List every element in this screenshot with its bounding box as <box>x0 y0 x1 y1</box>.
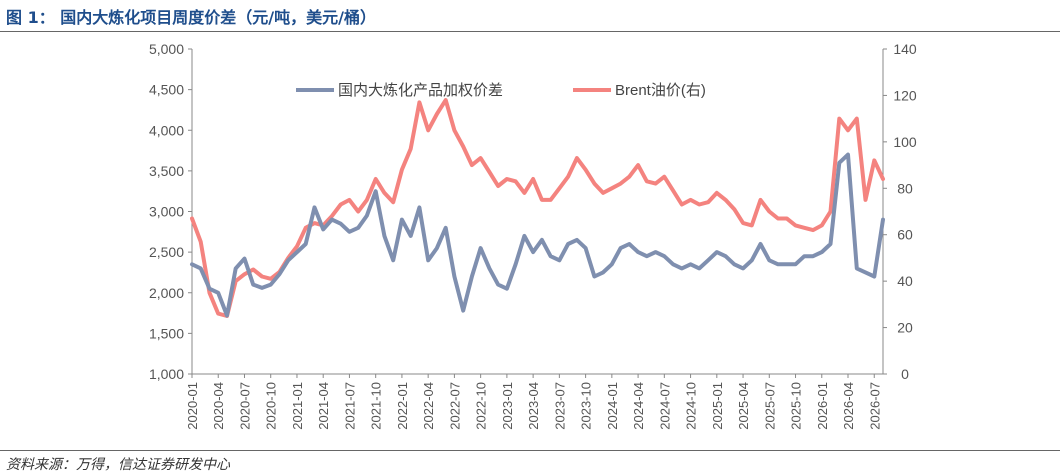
x-tick-label: 2023-07 <box>552 382 567 430</box>
x-tick-label: 2023-04 <box>526 382 541 430</box>
y-right-tick-label: 60 <box>897 227 913 243</box>
chart-axes: 1,000 1,500 2,000 2,500 3,000 3,500 4,000 4,500… <box>149 41 917 430</box>
x-tick-label: 2025-10 <box>789 382 804 430</box>
x-tick-label: 2022-01 <box>395 382 410 430</box>
x-tick-label: 2021-10 <box>369 382 384 430</box>
x-tick-label: 2020-10 <box>264 382 279 430</box>
x-tick-label: 2023-01 <box>500 382 515 430</box>
figure-title: 图 1： 国内大炼化项目周度价差（元/吨，美元/桶） <box>6 8 376 27</box>
y-right-tick-label: 100 <box>893 134 917 150</box>
source-note: 资料来源：万得，信达证券研发中心 <box>6 457 230 473</box>
y-left-tick-label: 4,500 <box>149 82 184 98</box>
x-tick-label: 2024-01 <box>605 382 620 430</box>
x-tick-label: 2025-01 <box>710 382 725 430</box>
y-right-tick-label: 0 <box>901 366 909 382</box>
x-tick-label: 2021-07 <box>342 382 357 430</box>
x-tick-label: 2026-04 <box>841 382 856 430</box>
x-tick-label: 2020-01 <box>185 382 200 430</box>
x-tick-label: 2026-07 <box>867 382 882 430</box>
x-tick-label: 2024-04 <box>631 382 646 430</box>
y-left-tick-label: 1,500 <box>149 325 184 341</box>
title-rule <box>0 31 1060 32</box>
legend: 国内大炼化产品加权价差 Brent油价(右) <box>296 82 706 99</box>
y-left-tick-label: 2,000 <box>149 285 184 301</box>
y-right-tick-label: 120 <box>893 87 917 103</box>
series-layer <box>190 98 885 318</box>
x-tick-label: 2024-10 <box>684 382 699 430</box>
x-tick-label: 2021-04 <box>316 382 331 430</box>
y-left-tick-label: 5,000 <box>149 41 184 57</box>
source-rule <box>0 450 1060 451</box>
x-tick-label: 2024-07 <box>657 382 672 430</box>
x-tick-label: 2020-04 <box>211 382 226 430</box>
legend-item-brent-label: Brent油价(右) <box>615 82 706 99</box>
x-tick-label: 2022-04 <box>421 382 436 430</box>
series-line-brent <box>190 98 885 318</box>
y-right-tick-label: 80 <box>897 180 913 196</box>
y-right-tick-label: 20 <box>897 320 913 336</box>
x-tick-label: 2021-01 <box>290 382 305 430</box>
x-tick-label: 2023-10 <box>579 382 594 430</box>
series-line-price-spread <box>190 152 885 318</box>
y-left-tick-label: 3,000 <box>149 204 184 220</box>
x-tick-label: 2022-10 <box>474 382 489 430</box>
y-left-tick-label: 1,000 <box>149 366 184 382</box>
y-right-tick-label: 40 <box>897 273 913 289</box>
legend-item-price-spread-label: 国内大炼化产品加权价差 <box>338 82 503 99</box>
y-right-tick-label: 140 <box>893 41 917 57</box>
x-tick-label: 2025-07 <box>762 382 777 430</box>
x-tick-label: 2025-04 <box>736 382 751 430</box>
y-left-tick-label: 2,500 <box>149 244 184 260</box>
y-left-tick-label: 4,000 <box>149 122 184 138</box>
x-tick-label: 2026-01 <box>815 382 830 430</box>
x-tick-label: 2022-07 <box>447 382 462 430</box>
x-tick-label: 2020-07 <box>237 382 252 430</box>
y-left-tick-label: 3,500 <box>149 163 184 179</box>
line-chart: 1,000 1,500 2,000 2,500 3,000 3,500 4,000 4,500… <box>149 41 917 430</box>
